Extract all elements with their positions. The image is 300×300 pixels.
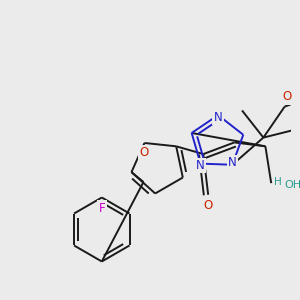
Text: N: N (214, 111, 223, 124)
Text: N: N (228, 156, 237, 169)
Text: O: O (204, 199, 213, 212)
Text: OH: OH (284, 180, 300, 190)
Text: O: O (282, 90, 291, 104)
Text: N: N (196, 159, 205, 172)
Text: O: O (140, 146, 149, 159)
Text: H: H (274, 177, 282, 187)
Text: F: F (98, 202, 105, 215)
